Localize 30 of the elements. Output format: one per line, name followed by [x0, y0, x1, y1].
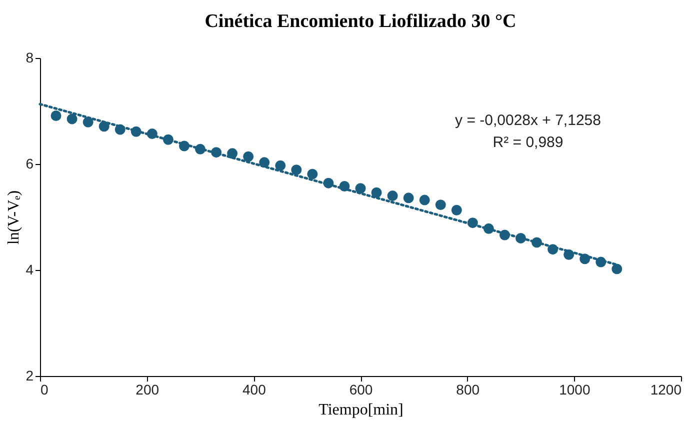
point — [419, 194, 430, 206]
point — [435, 200, 446, 210]
annotation: R² = 0,989 — [492, 134, 564, 151]
y-axis-title: ln(V-Vₑ) — [6, 190, 23, 245]
y-tick-label: 2 — [26, 368, 34, 384]
point — [307, 168, 318, 180]
x-tick-label: 1200 — [650, 382, 682, 398]
x-tick-label: 1000 — [559, 382, 590, 398]
point — [355, 183, 366, 194]
x-tick-label: 0 — [40, 382, 48, 398]
point — [371, 187, 382, 198]
point — [50, 110, 62, 122]
y-tick-label: 4 — [26, 262, 34, 278]
chart-title: Cinética Encomiento Liofilizado 30 °C — [204, 11, 516, 32]
x-tick-label: 400 — [242, 382, 266, 398]
point — [612, 264, 622, 274]
x-axis-title: Tiempo[min] — [318, 402, 404, 418]
point — [387, 190, 398, 202]
point — [243, 151, 254, 162]
x-tick-label: 200 — [136, 382, 160, 398]
point — [291, 164, 302, 176]
point — [451, 204, 462, 216]
point — [403, 192, 414, 204]
y-tick-label: 6 — [26, 156, 34, 172]
point — [275, 160, 286, 171]
y-tick-label: 8 — [26, 50, 34, 66]
point — [66, 114, 78, 124]
x-tick-label: 800 — [456, 382, 480, 398]
annotation: y = -0,0028x + 7,1258 — [455, 112, 601, 129]
x-tick-label: 600 — [349, 382, 373, 398]
